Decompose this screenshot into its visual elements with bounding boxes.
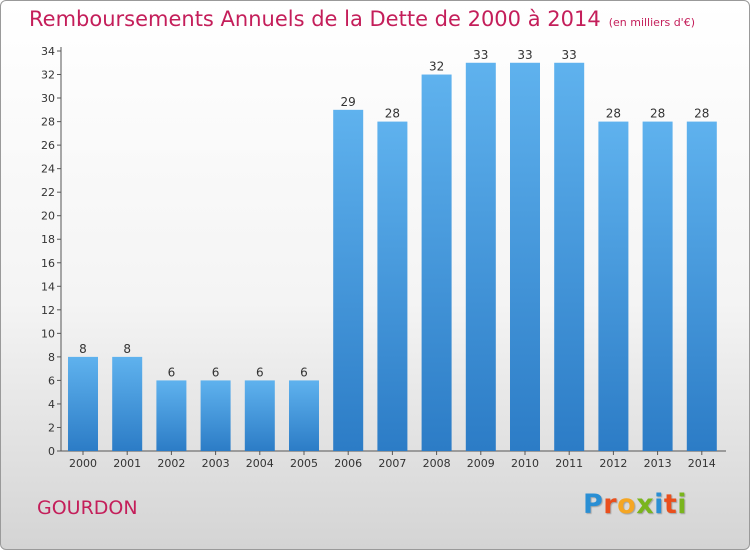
y-tick-label: 22 <box>41 186 55 199</box>
logo-letter: t <box>663 489 678 520</box>
y-tick-label: 14 <box>41 280 55 293</box>
x-tick-label: 2013 <box>644 457 672 470</box>
logo-letter: o <box>617 489 637 520</box>
y-tick-label: 2 <box>48 421 55 434</box>
bar <box>333 109 364 451</box>
x-tick-label: 2008 <box>423 457 451 470</box>
data-label: 28 <box>606 107 621 121</box>
bar <box>112 356 143 451</box>
data-labels-group: 8 8 6 6 6 6 29 28 32 33 33 33 28 28 28 <box>79 48 709 380</box>
data-label: 6 <box>212 365 220 379</box>
x-tick-label: 2003 <box>202 457 230 470</box>
y-tick-label: 28 <box>41 116 55 129</box>
logo-letter: P <box>583 489 604 520</box>
y-tick-label: 30 <box>41 92 55 105</box>
title-block: Remboursements Annuels de la Dette de 20… <box>29 7 695 31</box>
bar <box>200 380 231 451</box>
bar <box>686 121 717 452</box>
bar <box>156 380 187 451</box>
bar <box>289 380 319 451</box>
data-label: 28 <box>694 107 709 121</box>
y-tick-label: 20 <box>41 210 55 223</box>
bar <box>244 380 275 451</box>
data-label: 29 <box>341 95 356 109</box>
y-tick-label: 12 <box>41 304 55 317</box>
x-tick-label: 2005 <box>290 457 318 470</box>
x-tick-label: 2006 <box>334 457 362 470</box>
bars-group <box>68 62 717 452</box>
x-tick-label: 2014 <box>688 457 716 470</box>
data-label: 6 <box>300 365 308 379</box>
x-tick-label: 2009 <box>467 457 495 470</box>
x-tick-label: 2011 <box>555 457 583 470</box>
x-tick-label: 2007 <box>378 457 406 470</box>
bar <box>598 121 629 452</box>
y-tick-label: 10 <box>41 327 55 340</box>
data-label: 32 <box>429 60 444 74</box>
logo-letter: i <box>654 489 664 520</box>
y-tick-label: 34 <box>41 45 55 58</box>
data-label: 33 <box>473 48 488 62</box>
data-label: 8 <box>79 342 87 356</box>
bar <box>554 62 585 451</box>
y-tick-label: 26 <box>41 139 55 152</box>
proxiti-logo[interactable]: Proxiti <box>583 489 687 520</box>
bar <box>68 356 98 451</box>
y-tick-label: 4 <box>48 398 55 411</box>
x-tick-label: 2001 <box>113 457 141 470</box>
data-label: 33 <box>517 48 532 62</box>
y-tick-label: 8 <box>48 351 55 364</box>
data-label: 6 <box>256 365 264 379</box>
y-tick-label: 6 <box>48 374 55 387</box>
bar <box>465 62 496 451</box>
logo-letter: i <box>677 489 688 520</box>
data-label: 33 <box>562 48 577 62</box>
data-label: 6 <box>168 365 176 379</box>
data-label: 8 <box>123 342 131 356</box>
y-tick-label: 32 <box>41 69 55 82</box>
y-tick-label: 24 <box>41 163 55 176</box>
y-tick-label: 16 <box>41 257 55 270</box>
data-label: 28 <box>385 107 400 121</box>
logo-letter: r <box>603 489 618 520</box>
y-tick-label: 18 <box>41 233 55 246</box>
x-tick-label: 2012 <box>599 457 627 470</box>
bar <box>642 121 673 452</box>
bar <box>510 62 540 451</box>
data-label: 28 <box>650 107 665 121</box>
bar <box>421 74 452 451</box>
chart-unit: (en milliers d'€) <box>608 16 695 29</box>
x-tick-label: 2010 <box>511 457 539 470</box>
logo-letter: x <box>636 489 655 520</box>
y-tick-label: 0 <box>48 445 55 458</box>
commune-name: GOURDON <box>37 497 138 519</box>
x-tick-label: 2002 <box>157 457 185 470</box>
bar <box>377 121 408 452</box>
x-tick-label: 2004 <box>246 457 274 470</box>
chart-title: Remboursements Annuels de la Dette de 20… <box>29 7 601 31</box>
x-tick-label: 2000 <box>69 457 97 470</box>
